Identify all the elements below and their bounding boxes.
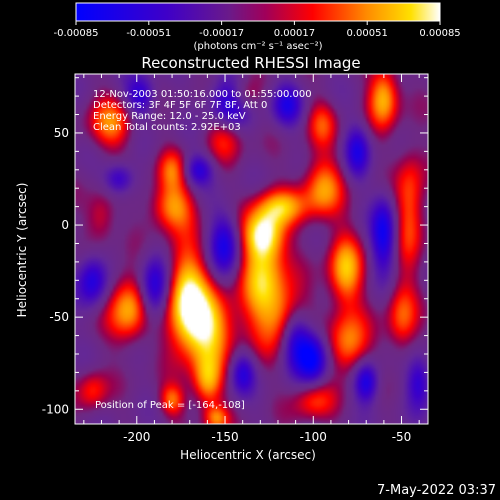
colorbar-tick-label: -0.00085 bbox=[54, 28, 99, 39]
y-tick-label: 50 bbox=[54, 126, 69, 140]
x-tick-label: -100 bbox=[300, 430, 327, 444]
axis-ticks: -200 -150 -100 -50 -100 -50 0 50 bbox=[42, 74, 428, 444]
colorbar-tick-label: -0.00017 bbox=[199, 28, 244, 39]
chart-title: Reconstructed RHESSI Image bbox=[141, 54, 360, 72]
x-tick-label: -50 bbox=[392, 430, 412, 444]
peak-position-label: Position of Peak = [-164,-108] bbox=[95, 400, 245, 411]
colorbar-tick-label: 0.00085 bbox=[419, 28, 460, 39]
annotation-clean: Clean Total counts: 2.92E+03 bbox=[93, 122, 241, 133]
heatmap-image bbox=[75, 74, 428, 424]
y-tick-label: 0 bbox=[61, 218, 69, 232]
x-tick-label: -200 bbox=[123, 430, 150, 444]
annotation-detectors: Detectors: 3F 4F 5F 6F 7F 8F, Att 0 bbox=[93, 100, 267, 111]
y-tick-label: -100 bbox=[42, 402, 69, 416]
colorbar-ticks: -0.00085 -0.00051 -0.00017 0.00017 0.00051 0.… bbox=[54, 21, 461, 39]
x-axis-label: Heliocentric X (arcsec) bbox=[180, 448, 316, 462]
colorbar-tick-label: 0.00017 bbox=[274, 28, 315, 39]
colorbar-units-label: (photons cm⁻² s⁻¹ asec⁻²) bbox=[193, 41, 322, 52]
plot-frame bbox=[74, 73, 429, 425]
colorbar bbox=[75, 2, 441, 22]
y-axis-label: Heliocentric Y (arcsec) bbox=[15, 183, 29, 318]
x-tick-label: -150 bbox=[211, 430, 238, 444]
annotation-time: 12-Nov-2003 01:50:16.000 to 01:55:00.000 bbox=[93, 89, 312, 100]
colorbar-tick-label: -0.00051 bbox=[126, 28, 171, 39]
colorbar-tick-label: 0.00051 bbox=[347, 28, 388, 39]
y-tick-label: -50 bbox=[49, 310, 69, 324]
annotation-block: 12-Nov-2003 01:50:16.000 to 01:55:00.000… bbox=[93, 89, 312, 133]
annotation-energy: Energy Range: 12.0 - 25.0 keV bbox=[93, 111, 246, 122]
footer-timestamp: 7-May-2022 03:37 bbox=[377, 483, 496, 498]
